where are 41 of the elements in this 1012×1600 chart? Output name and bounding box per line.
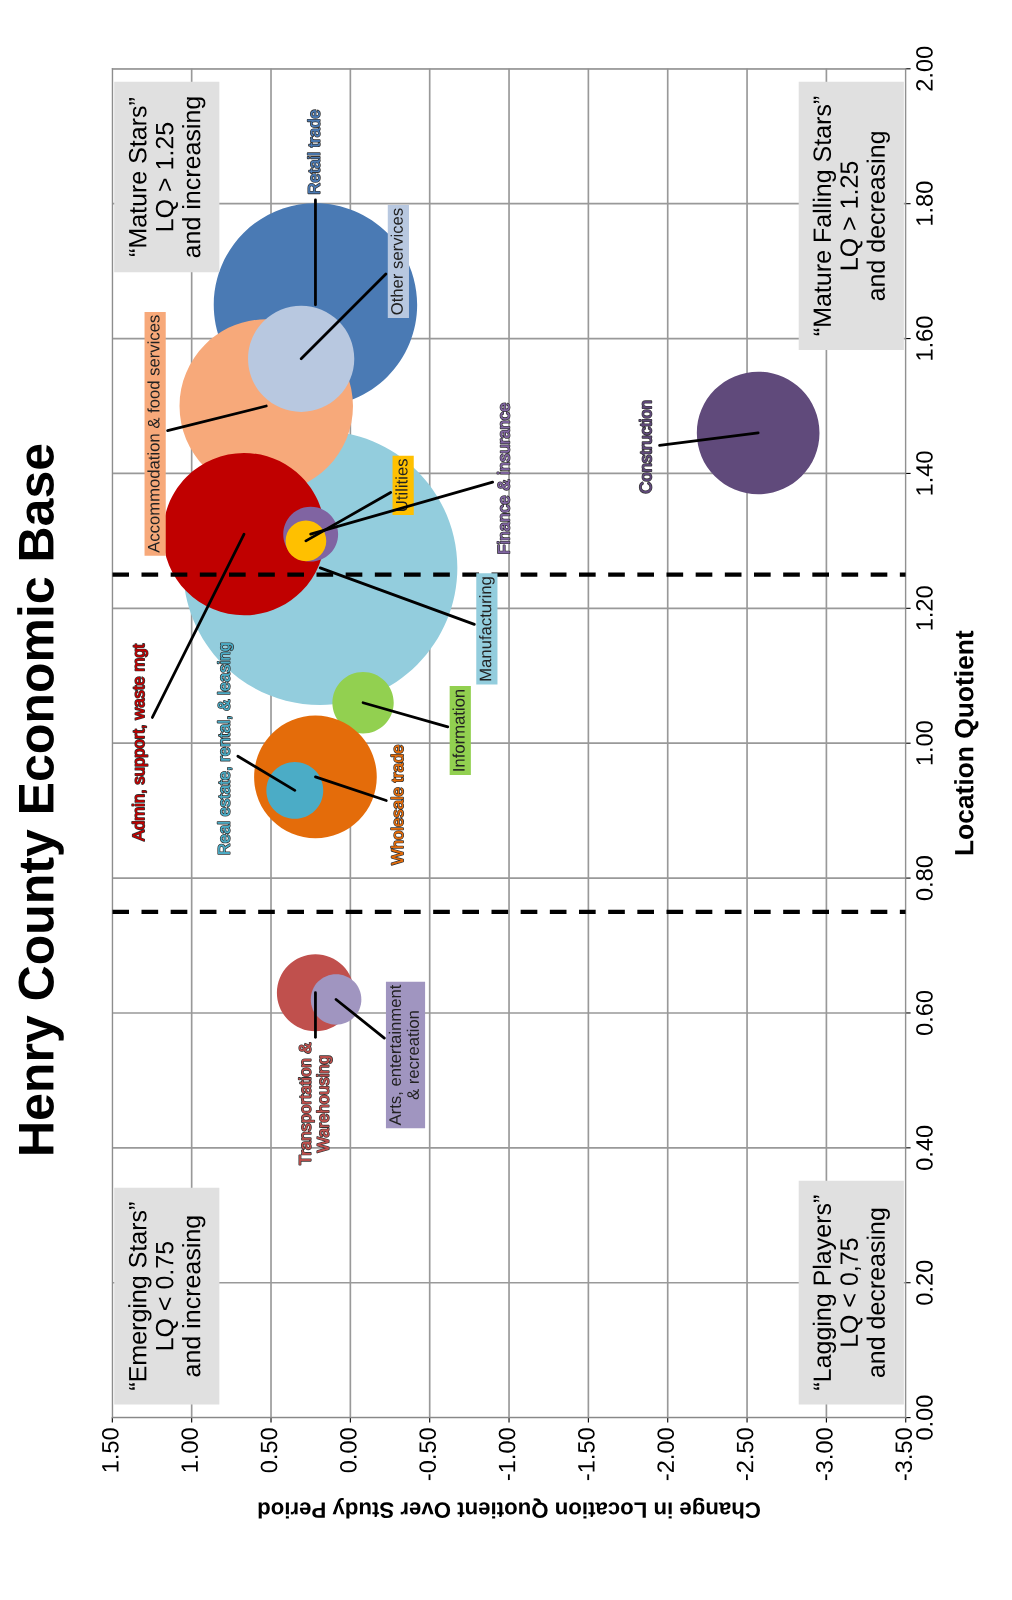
text: Transportation & Warehousing	[298, 1042, 333, 1165]
y-axis-title: Location Quotient	[954, 630, 979, 855]
y-tick-label: 1.20	[916, 586, 933, 630]
y-tick-label: 1.80	[916, 181, 933, 225]
annotation: “Mature Stars” LQ > 1.25 and increasing	[128, 97, 206, 258]
x-axis-title: Change in Location Quotient Over Study Period	[258, 1497, 760, 1519]
x-tick-label: -1.50	[578, 1428, 595, 1481]
x-tick-label: -2.50	[736, 1428, 754, 1481]
y-tick-label: 0.20	[916, 1260, 933, 1305]
y-tick-label: 1.40	[916, 451, 933, 495]
y-tick-label: 0.40	[916, 1125, 933, 1170]
text: Information	[452, 689, 465, 771]
x-tick-label: 0.00	[339, 1428, 357, 1473]
x-tick-label: 0.50	[260, 1428, 278, 1473]
x-tick-label: -0.50	[419, 1428, 437, 1481]
x-tick-label: -3.00	[816, 1428, 833, 1481]
text: Arts, entertainment & recreation	[388, 984, 419, 1126]
y-tick-label: 1.60	[916, 316, 933, 360]
y-tick-label: 2.00	[916, 46, 933, 91]
text: Construction	[639, 401, 652, 493]
x-tick-label: -1.00	[498, 1428, 516, 1481]
text: Admin, support, waste mgt	[132, 643, 148, 842]
annotation: “Lagging Players” LQ < 0,75 and decreasing	[812, 1195, 890, 1390]
y-tick-label: 0.80	[916, 856, 933, 901]
text: Manufacturing	[479, 577, 495, 681]
text: Wholesale trade	[391, 745, 404, 865]
text: Accommodation & food services	[147, 315, 160, 553]
x-tick-label: 1.00	[181, 1428, 199, 1472]
x-tick-label: 1.50	[101, 1428, 119, 1472]
text: Finance & insurance	[497, 403, 510, 554]
text: Other services	[390, 208, 403, 315]
x-tick-label: -2.00	[657, 1428, 675, 1481]
y-tick-label: 0.60	[916, 990, 933, 1036]
text: Henry County Economic Base	[17, 444, 64, 1154]
y-tick-label: 1.00	[916, 721, 933, 765]
text: Real estate, rental, & leasing	[217, 643, 234, 854]
annotation: “Mature Falling Stars” LQ > 1.25 and decreasing	[812, 96, 890, 336]
text: Retail trade	[307, 110, 320, 194]
x-tick-label: -3.50	[895, 1428, 913, 1481]
y-tick-label: 0.00	[916, 1395, 933, 1440]
annotation: “Emerging Stars” LQ < 0.75 and increasing	[128, 1202, 206, 1390]
